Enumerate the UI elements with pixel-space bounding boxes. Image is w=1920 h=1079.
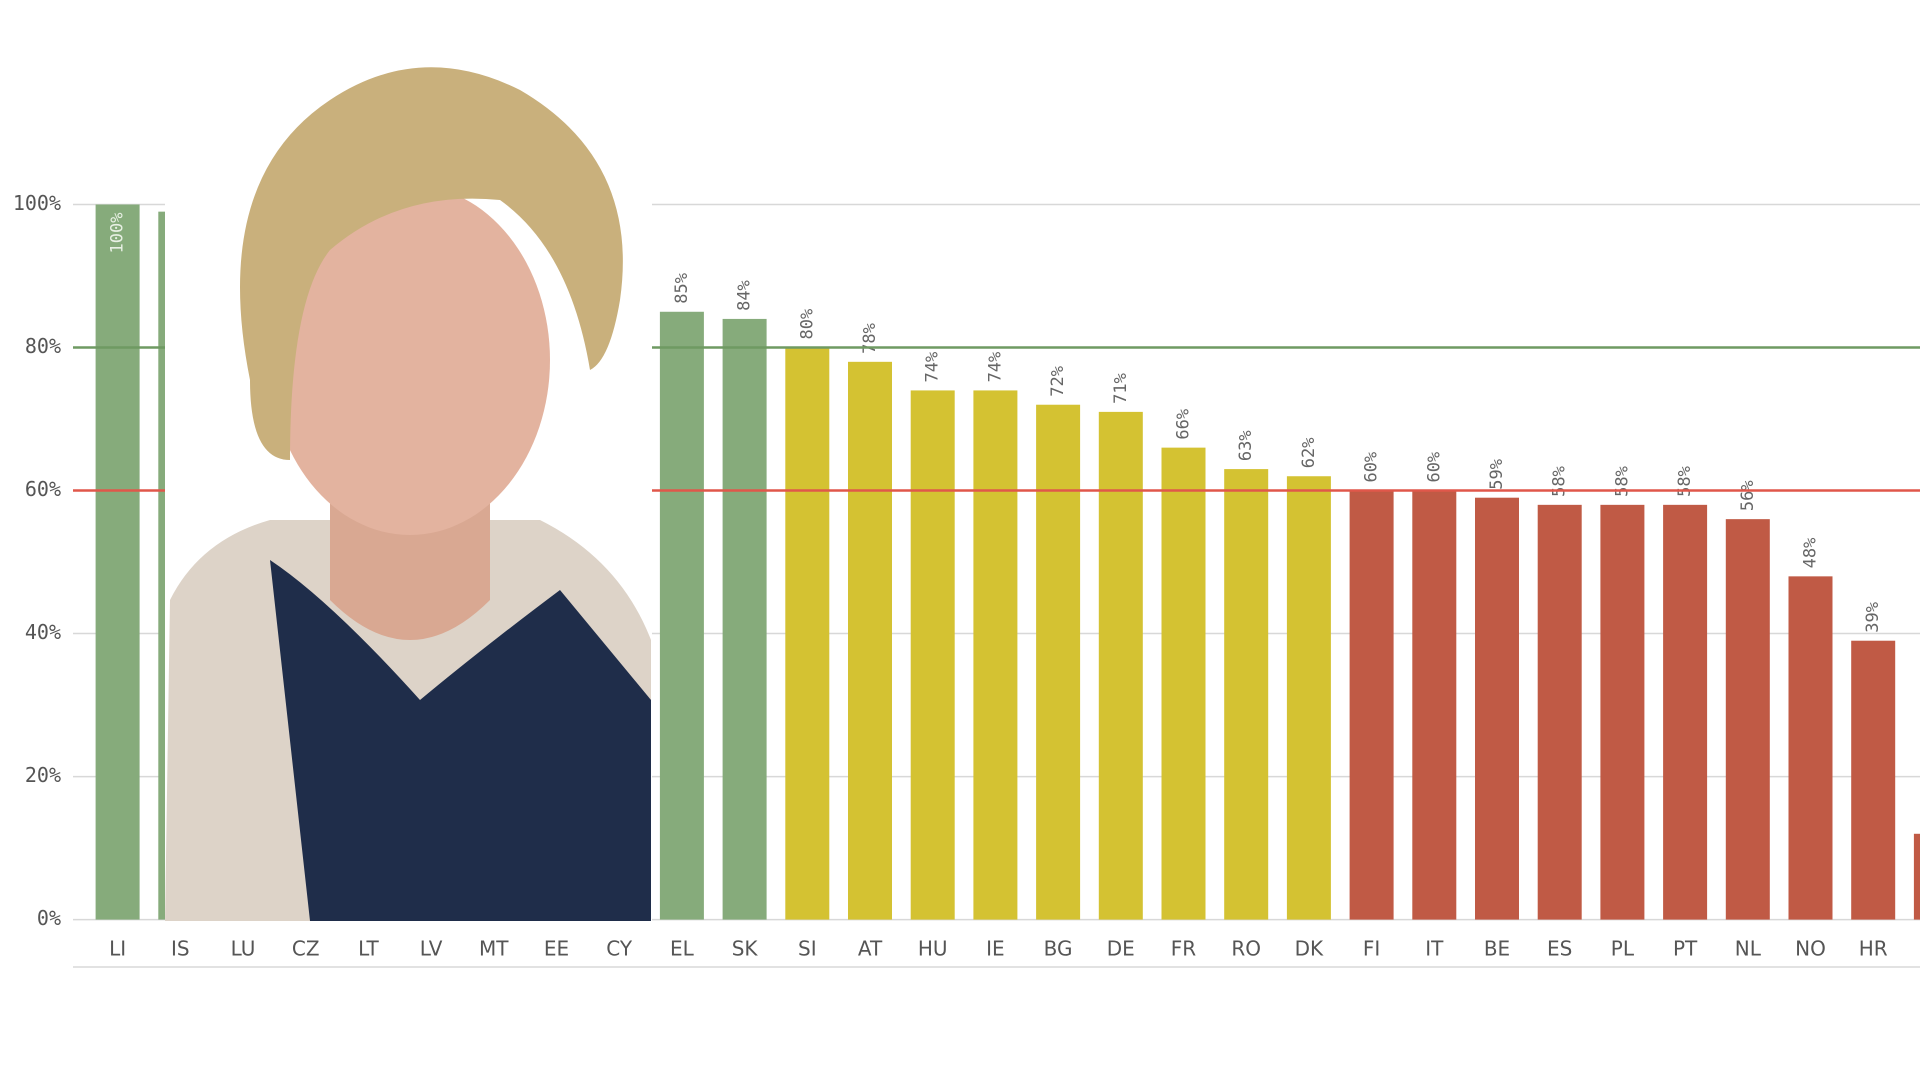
x-tick-label: PT <box>1673 937 1698 961</box>
value-label: 74% <box>985 352 1005 383</box>
bar <box>722 318 767 920</box>
x-tick-label: HR <box>1859 937 1888 961</box>
value-label: 58% <box>1550 466 1570 497</box>
x-tick-label: BG <box>1044 937 1073 961</box>
photo-hair <box>240 67 623 460</box>
x-tick-label: SI <box>798 937 817 961</box>
x-tick-label: CZ <box>292 937 320 961</box>
bar <box>1788 576 1833 920</box>
x-tick-label: NO <box>1795 937 1826 961</box>
value-label: 71% <box>1111 373 1131 404</box>
value-label: 84% <box>735 280 755 311</box>
y-tick-label: 80% <box>25 334 61 358</box>
y-tick-label: 0% <box>37 906 61 930</box>
bar <box>1349 490 1394 920</box>
x-tick-label: HU <box>918 937 948 961</box>
bar <box>785 347 830 920</box>
x-tick-label: PL <box>1611 937 1635 961</box>
value-label: 59% <box>1487 459 1507 490</box>
bar <box>1663 504 1708 920</box>
value-label: 58% <box>1675 466 1695 497</box>
bar <box>1913 833 1920 920</box>
x-tick-label: ES <box>1547 937 1572 961</box>
bar <box>1224 469 1269 920</box>
bar <box>910 390 955 920</box>
y-tick-label: 60% <box>25 477 61 501</box>
x-tick-label: LU <box>231 937 256 961</box>
bar <box>659 311 704 920</box>
value-label: 74% <box>923 352 943 383</box>
bar <box>1725 519 1770 920</box>
value-label: 63% <box>1236 430 1256 461</box>
x-tick-label: LV <box>420 937 443 961</box>
photo-face <box>270 185 550 535</box>
y-tick-label: 20% <box>25 763 61 787</box>
value-label: 85% <box>672 273 692 304</box>
photo-blouse <box>270 560 651 921</box>
value-label: 58% <box>1612 466 1632 497</box>
x-tick-label: SK <box>732 937 759 961</box>
x-tick-label: AT <box>858 937 883 961</box>
value-label: 62% <box>1299 438 1319 469</box>
x-tick-label: LT <box>358 937 379 961</box>
value-label: 80% <box>797 309 817 340</box>
bar <box>1098 411 1143 920</box>
y-tick-label: 100% <box>13 191 61 215</box>
photo <box>165 67 652 921</box>
value-label: 66% <box>1174 409 1194 440</box>
bar <box>848 361 892 920</box>
x-tick-label: IT <box>1425 937 1444 961</box>
x-tick-label: RO <box>1231 937 1261 961</box>
x-tick-label: FR <box>1171 937 1197 961</box>
x-tick-label: BE <box>1484 937 1510 961</box>
bar <box>1600 504 1645 920</box>
value-label: 100% <box>108 213 128 254</box>
value-label: 60% <box>1362 452 1382 483</box>
bar <box>1286 476 1331 920</box>
x-tick-label: IE <box>986 937 1005 961</box>
value-label: 78% <box>860 323 880 354</box>
bar <box>1851 640 1896 920</box>
x-tick-label: NL <box>1735 937 1762 961</box>
x-tick-label: DK <box>1295 937 1324 961</box>
value-label: 60% <box>1424 452 1444 483</box>
bar <box>973 390 1018 920</box>
value-label: 39% <box>1863 602 1883 633</box>
value-label: 72% <box>1048 366 1068 397</box>
x-tick-label: LI <box>109 937 126 961</box>
x-tick-label: EL <box>670 937 695 961</box>
x-tick-label: FI <box>1363 937 1380 961</box>
x-tick-label: DE <box>1107 937 1135 961</box>
bar <box>1161 447 1206 920</box>
x-tick-label: CY <box>606 937 633 961</box>
bar <box>1412 490 1457 920</box>
value-label: 48% <box>1801 538 1821 569</box>
bar <box>1036 404 1081 920</box>
bar <box>1475 497 1519 920</box>
bar <box>1537 504 1582 920</box>
x-tick-label: EE <box>544 937 569 961</box>
value-label: 56% <box>1738 480 1758 511</box>
x-tick-label: IS <box>171 937 190 961</box>
bar <box>95 204 140 920</box>
x-tick-label: MT <box>479 937 509 961</box>
y-tick-label: 40% <box>25 620 61 644</box>
